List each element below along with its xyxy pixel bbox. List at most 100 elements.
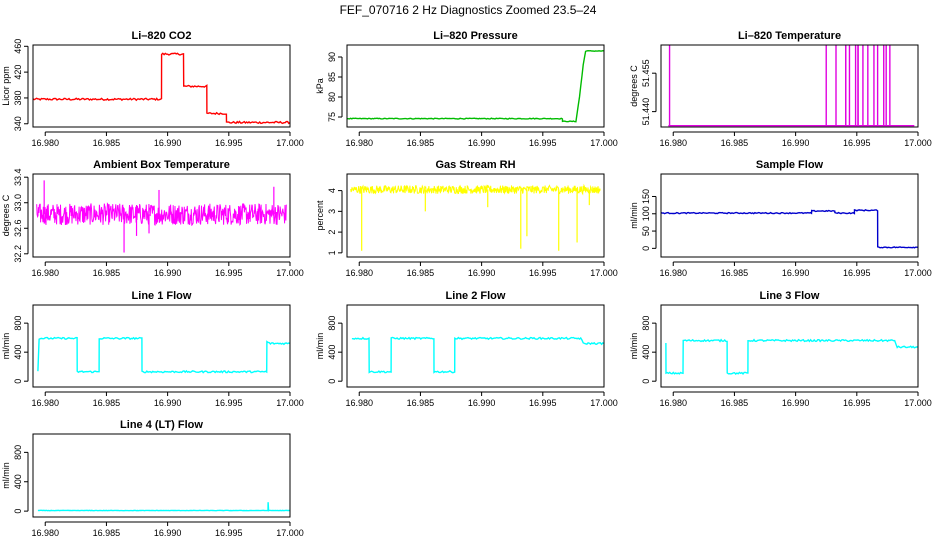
panel-6-x-tick-label: 16.985 bbox=[721, 268, 749, 278]
panel-4-y-tick-label: 33.4 bbox=[13, 168, 23, 186]
panel-5-y-tick-label: 2 bbox=[327, 230, 337, 235]
panel-3-frame bbox=[660, 44, 919, 128]
panel-5-frame bbox=[346, 173, 605, 258]
panel-7-plot-area bbox=[37, 336, 290, 374]
panel-6-y-label: ml/min bbox=[629, 202, 639, 229]
panel-6-x-tick-label: 16.980 bbox=[659, 268, 687, 278]
panel-4-series-line bbox=[36, 202, 287, 227]
panel-10-y-label: ml/min bbox=[1, 462, 11, 489]
panel-9-series-line bbox=[665, 338, 918, 375]
panel-4-title: Ambient Box Temperature bbox=[93, 159, 230, 171]
panel-1-frame bbox=[32, 44, 291, 128]
panel-4-y-tick-label: 32.6 bbox=[13, 220, 23, 238]
panel-2-frame bbox=[346, 44, 605, 128]
panel-4-y-tick-label: 32.2 bbox=[13, 245, 23, 263]
panel-8-y-label: ml/min bbox=[315, 333, 325, 360]
panel-8-title: Line 2 Flow bbox=[446, 290, 506, 302]
panel-8-x-tick-label: 16.980 bbox=[345, 398, 373, 408]
panel-10-x-tick-label: 16.990 bbox=[154, 528, 182, 538]
panel-4-x-tick-label: 16.995 bbox=[215, 268, 243, 278]
panel-6-series-line bbox=[661, 208, 918, 249]
panel-6-x-tick-label: 17.000 bbox=[904, 268, 932, 278]
panel-9-frame bbox=[660, 304, 919, 388]
panel-3-y-label: degrees C bbox=[629, 65, 639, 107]
panel-8: Line 2 Flow 16.980 16.985 16.990 16.995 17.00… bbox=[315, 290, 618, 408]
panel-1-x-tick-label: 16.990 bbox=[154, 138, 182, 148]
panel-7: Line 1 Flow 16.980 16.985 16.990 16.995 17.00… bbox=[1, 290, 304, 408]
panel-8-x-tick-label: 17.000 bbox=[590, 398, 618, 408]
panel-4: Ambient Box Temperature 16.980 16.985 16.99… bbox=[1, 159, 304, 278]
panel-8-plot-area bbox=[351, 336, 604, 374]
panel-2-series-line bbox=[347, 49, 604, 123]
panel-2-x-tick-label: 16.995 bbox=[529, 138, 557, 148]
panel-6-y-tick-label: 0 bbox=[641, 246, 651, 251]
panel-5-plot-area bbox=[350, 183, 601, 251]
panel-5: Gas Stream RH 16.980 16.985 16.990 16.995 17.… bbox=[315, 159, 618, 278]
panel-6: Sample Flow 16.980 16.985 16.990 16.995 17.00… bbox=[629, 159, 932, 278]
panel-10-title: Line 4 (LT) Flow bbox=[120, 419, 203, 431]
panel-6-x-tick-label: 16.990 bbox=[782, 268, 810, 278]
panel-10-x-tick-label: 16.980 bbox=[31, 528, 59, 538]
panel-6-y-tick-label: 150 bbox=[641, 189, 651, 204]
panel-8-x-tick-label: 16.990 bbox=[468, 398, 496, 408]
panel-8-x-tick-label: 16.985 bbox=[407, 398, 435, 408]
panel-9-title: Line 3 Flow bbox=[760, 290, 820, 302]
figure-title: FEF_070716 2 Hz Diagnostics Zoomed 23.5–… bbox=[339, 3, 597, 17]
panel-3-title: Li–820 Temperature bbox=[738, 30, 841, 42]
panel-3-plot-area bbox=[668, 45, 915, 127]
panel-5-x-tick-label: 16.995 bbox=[529, 268, 557, 278]
panel-2-x-tick-label: 16.990 bbox=[468, 138, 496, 148]
panel-9-y-tick-label: 400 bbox=[641, 345, 651, 360]
panel-4-plot-area bbox=[36, 180, 287, 253]
panel-7-x-tick-label: 17.000 bbox=[276, 398, 304, 408]
panel-7-y-label: ml/min bbox=[1, 333, 11, 360]
panel-2-x-tick-label: 17.000 bbox=[590, 138, 618, 148]
panel-3: Li–820 Temperature 16.980 16.985 16.990 16.9… bbox=[629, 30, 932, 148]
panel-10-series-line bbox=[37, 502, 290, 512]
panel-6-y-tick-label: 50 bbox=[641, 226, 651, 236]
panel-6-x-tick-label: 16.995 bbox=[843, 268, 871, 278]
panel-10-y-tick-label: 0 bbox=[13, 509, 23, 514]
panel-5-x-tick-label: 16.990 bbox=[468, 268, 496, 278]
panel-1-x-tick-label: 16.985 bbox=[93, 138, 121, 148]
panel-2-x-tick-label: 16.980 bbox=[345, 138, 373, 148]
panel-7-series-line bbox=[37, 336, 290, 374]
panel-2-y-tick-label: 75 bbox=[327, 112, 337, 122]
panel-3-x-tick-label: 16.990 bbox=[782, 138, 810, 148]
panel-5-x-tick-label: 17.000 bbox=[590, 268, 618, 278]
panel-5-y-tick-label: 1 bbox=[327, 250, 337, 255]
panel-10-plot-area bbox=[37, 502, 290, 512]
panel-1-x-tick-label: 16.980 bbox=[31, 138, 59, 148]
panel-2-y-tick-label: 80 bbox=[327, 92, 337, 102]
panel-8-y-tick-label: 0 bbox=[327, 379, 337, 384]
panel-7-x-tick-label: 16.985 bbox=[93, 398, 121, 408]
panel-4-frame bbox=[32, 173, 291, 258]
panel-5-y-label: percent bbox=[315, 200, 325, 231]
panel-10: Line 4 (LT) Flow 16.980 16.985 16.990 16.995… bbox=[1, 419, 304, 538]
panel-4-y-label: degrees C bbox=[1, 194, 11, 236]
panel-1-plot-area bbox=[33, 52, 290, 125]
panel-7-x-tick-label: 16.990 bbox=[154, 398, 182, 408]
panel-8-x-tick-label: 16.995 bbox=[529, 398, 557, 408]
panel-5-x-tick-label: 16.980 bbox=[345, 268, 373, 278]
panel-7-x-tick-label: 16.980 bbox=[31, 398, 59, 408]
panel-5-x-tick-label: 16.985 bbox=[407, 268, 435, 278]
panel-8-y-tick-label: 400 bbox=[327, 345, 337, 360]
panel-1-x-tick-label: 17.000 bbox=[276, 138, 304, 148]
panel-9-y-tick-label: 0 bbox=[641, 379, 651, 384]
panel-1: Li–820 CO2 16.980 16.985 16.990 16.995 17.000… bbox=[1, 30, 304, 148]
panel-2-title: Li–820 Pressure bbox=[433, 30, 517, 42]
panel-8-frame bbox=[346, 304, 605, 388]
panel-3-y-tick-label: 51.455 bbox=[641, 59, 651, 87]
panel-10-y-tick-label: 800 bbox=[13, 445, 23, 460]
panel-4-x-tick-label: 16.980 bbox=[31, 268, 59, 278]
panel-6-plot-area bbox=[661, 208, 918, 249]
panel-9-y-tick-label: 800 bbox=[641, 316, 651, 331]
panel-4-x-tick-label: 16.985 bbox=[93, 268, 121, 278]
panel-5-y-tick-label: 3 bbox=[327, 209, 337, 214]
panel-2-x-tick-label: 16.985 bbox=[407, 138, 435, 148]
panel-10-y-tick-label: 400 bbox=[13, 474, 23, 489]
panel-5-series-line bbox=[350, 183, 601, 196]
panel-3-x-tick-label: 16.985 bbox=[721, 138, 749, 148]
